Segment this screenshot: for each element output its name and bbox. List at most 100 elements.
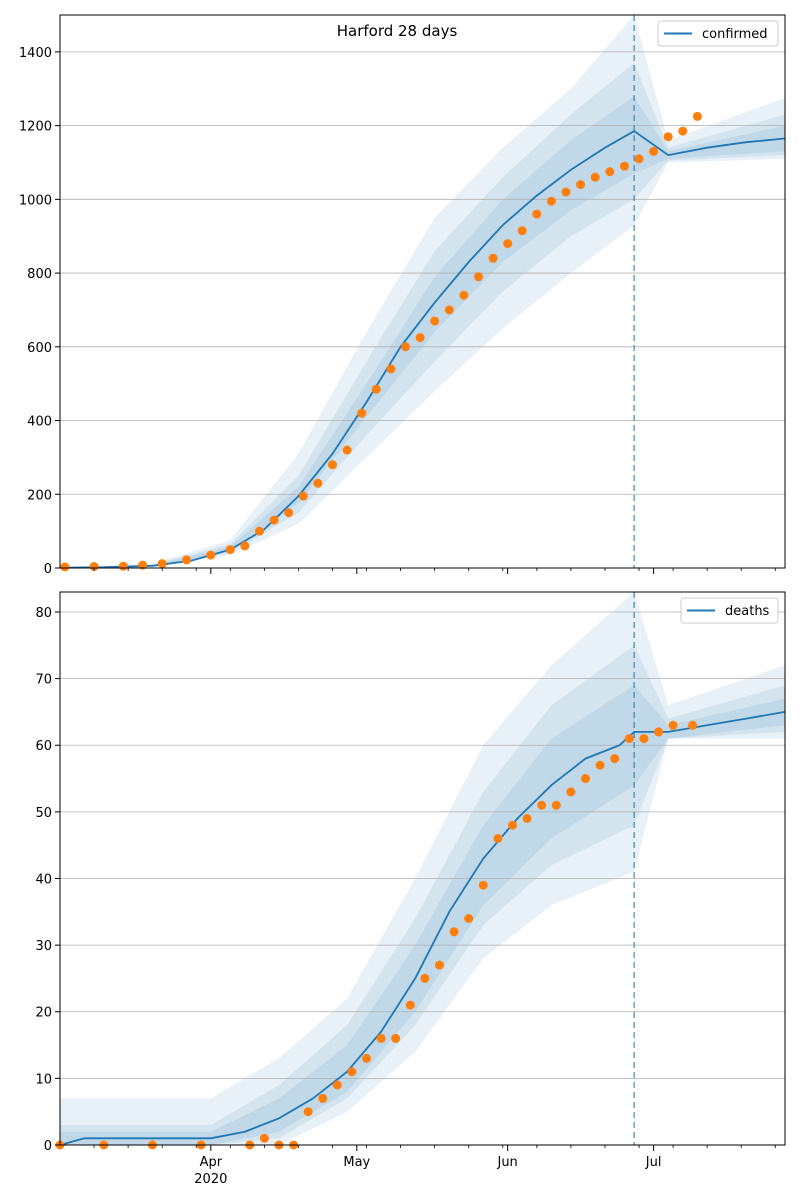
observed-point	[624, 734, 634, 744]
observed-point	[138, 560, 148, 570]
observed-point	[298, 491, 308, 501]
deaths-panel: 0 10 20 30 40 50 60 70 80 Apr 2020 May Jun Jul deaths	[35, 591, 786, 1187]
uncertainty-band-1	[64, 15, 785, 568]
observed-point	[435, 960, 444, 970]
observed-point	[522, 814, 532, 823]
y-tick-label: 80	[35, 606, 52, 621]
observed-point	[405, 1000, 415, 1010]
y-tick-label: 40	[35, 872, 52, 887]
y-tick-label: 200	[27, 488, 52, 503]
y-tick-label: 60	[35, 739, 52, 754]
y-tick-label: 0	[44, 1139, 52, 1154]
y-tick-label: 0	[44, 562, 52, 577]
observed-point	[60, 562, 70, 572]
observed-point	[581, 774, 590, 784]
chart-title: Harford 28 days	[337, 22, 458, 40]
observed-point	[566, 787, 576, 797]
observed-point	[619, 161, 629, 171]
y-tick-label: 50	[35, 806, 52, 821]
observed-point	[303, 1107, 313, 1117]
x-tick-label: Jun	[496, 1155, 517, 1170]
deaths-axes: 0 10 20 30 40 50 60 70 80 Apr 2020 May Jun Jul	[35, 591, 786, 1187]
observed-point	[376, 1033, 386, 1043]
observed-point	[459, 290, 469, 300]
observed-point	[474, 272, 483, 282]
observed-point	[118, 561, 128, 571]
legend-label-deaths: deaths	[725, 604, 770, 619]
y-tick-label: 70	[35, 673, 52, 688]
observed-point	[688, 720, 698, 730]
observed-point	[576, 180, 586, 190]
observed-point	[430, 316, 440, 326]
y-tick-label: 1400	[19, 46, 52, 61]
y-tick-label: 1200	[19, 120, 52, 135]
observed-point	[386, 364, 396, 374]
observed-point	[206, 550, 216, 560]
confirmed-series-line	[64, 130, 786, 569]
observed-point	[488, 253, 498, 263]
legend-box	[680, 597, 779, 624]
observed-point	[313, 478, 323, 488]
observed-point	[444, 305, 454, 315]
observed-point	[503, 239, 513, 249]
axes-frame	[59, 14, 786, 569]
observed-point	[663, 132, 673, 142]
observed-point	[284, 508, 294, 518]
observed-point	[328, 460, 337, 470]
observed-point	[595, 760, 605, 770]
observed-point	[357, 408, 367, 418]
observed-point	[255, 526, 264, 536]
observed-point	[493, 834, 503, 843]
observed-point	[634, 154, 644, 164]
legend-label-confirmed: confirmed	[702, 27, 768, 42]
confirmed-axes: 0 200 400 600 800 1000 1200 1400	[19, 14, 786, 577]
y-tick-label: 30	[35, 939, 52, 954]
observed-point	[532, 209, 542, 219]
observed-point	[546, 196, 556, 206]
y-tick-label: 1000	[19, 193, 52, 208]
series-line-confirmed	[64, 130, 786, 569]
observed-point	[478, 880, 488, 890]
uncertainty-band-2	[60, 645, 785, 1145]
legend-box	[657, 20, 779, 47]
observed-point	[269, 515, 279, 525]
confirmed-panel: 0 200 400 600 800 1000 1200 1400 Harford 28 day…	[19, 14, 786, 577]
observed-point	[464, 914, 474, 923]
observed-point	[371, 384, 381, 394]
observed-point	[561, 187, 571, 197]
observed-point	[225, 545, 235, 555]
observed-point	[89, 562, 99, 571]
observed-point	[692, 111, 702, 121]
observed-point	[668, 720, 678, 730]
observed-point	[401, 342, 410, 352]
deaths-gridlines	[60, 611, 785, 1146]
observed-point	[537, 800, 547, 810]
axes-frame	[59, 591, 786, 1146]
x-tick-label: May	[343, 1155, 370, 1170]
uncertainty-band-3	[60, 685, 785, 1145]
uncertainty-band-3	[64, 96, 785, 568]
observed-point	[240, 541, 250, 551]
x-tick-label: Apr	[200, 1155, 223, 1170]
observed-point	[449, 927, 459, 937]
observed-point	[678, 126, 688, 136]
observed-point	[415, 333, 425, 343]
confirmed-legend: confirmed	[657, 20, 779, 47]
confirmed-observed-points	[60, 111, 702, 572]
y-tick-label: 800	[27, 267, 52, 282]
uncertainty-band-1	[60, 592, 785, 1145]
observed-point	[517, 226, 527, 236]
y-tick-label: 10	[35, 1072, 52, 1087]
observed-point	[391, 1033, 401, 1043]
observed-point	[605, 167, 615, 177]
observed-point	[649, 146, 659, 156]
x-tick-label: 2020	[194, 1172, 227, 1187]
observed-point	[420, 973, 430, 983]
y-tick-label: 400	[27, 415, 52, 430]
observed-point	[551, 800, 561, 810]
y-tick-label: 20	[35, 1006, 52, 1021]
deaths-legend: deaths	[680, 597, 779, 624]
observed-point	[654, 727, 663, 737]
